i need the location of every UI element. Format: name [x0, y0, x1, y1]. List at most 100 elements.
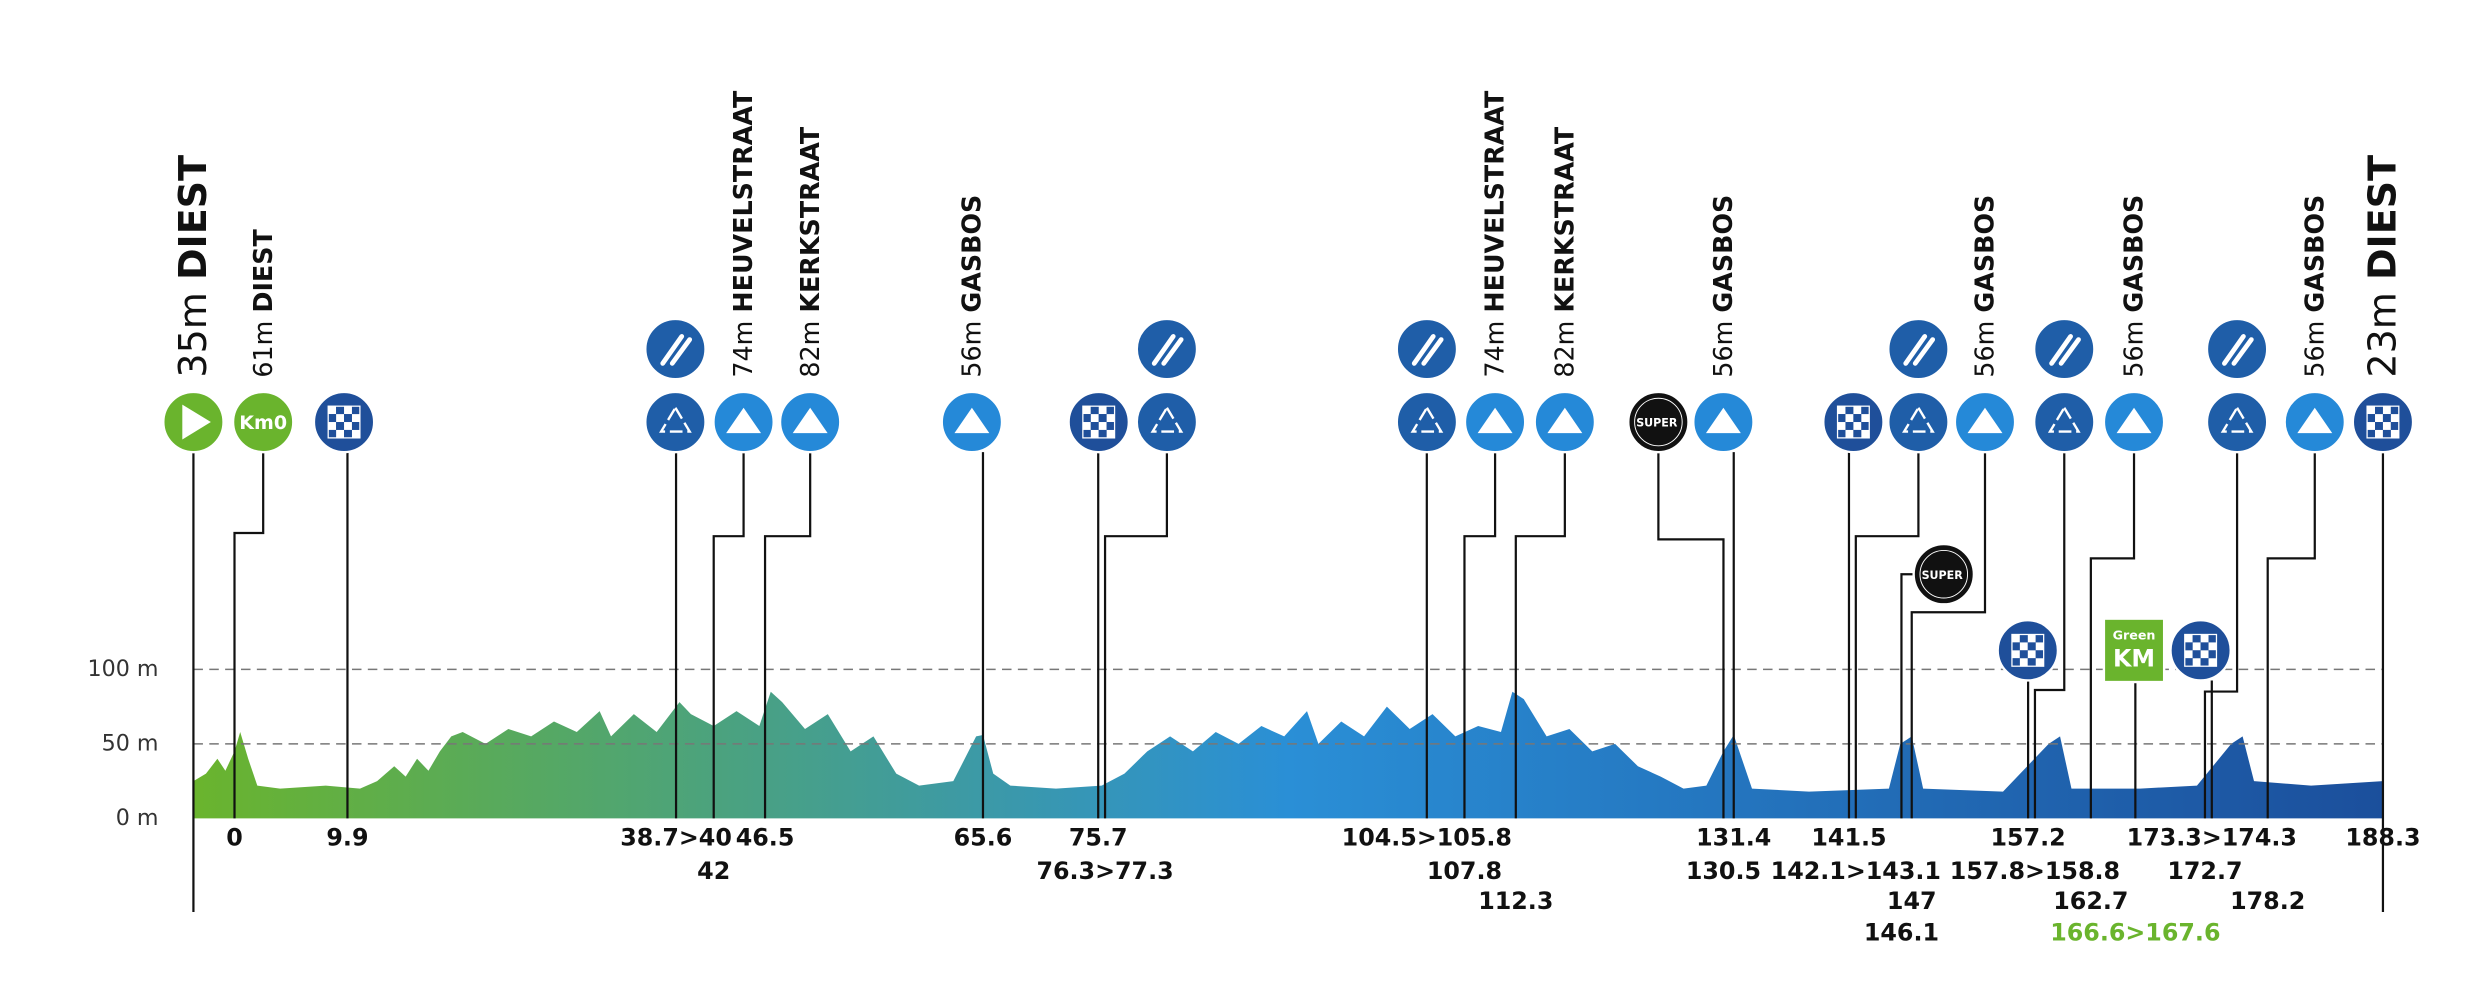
- marker-pin: [1103, 452, 1169, 819]
- icon-sprint: [2351, 390, 2415, 454]
- marker-pin: [2203, 452, 2239, 819]
- icon-feed: [644, 317, 707, 381]
- y-tick-label: 50 m: [102, 730, 159, 756]
- icon-sprint: [1067, 390, 1131, 454]
- marker-pin: [2033, 452, 2066, 819]
- icon-climb: [940, 390, 1004, 454]
- place-name: DIEST: [2360, 155, 2404, 280]
- climb-label: 56m GASBOS: [956, 195, 986, 378]
- icon-recycle: [1887, 390, 1950, 454]
- km-label: 147: [1887, 887, 1937, 915]
- icon-climb: [778, 390, 842, 454]
- marker-pin: [1657, 452, 1725, 819]
- climb-label: 82m KERKSTRAAT: [795, 126, 825, 378]
- icon-sprint: [312, 390, 376, 454]
- place-name: GASBOS: [1708, 195, 1738, 313]
- km-label: 166.6>167.6: [2050, 919, 2220, 947]
- icon-recycle: [1135, 390, 1199, 454]
- altitude: 61m: [248, 321, 278, 378]
- altitude: 82m: [795, 321, 825, 378]
- icon-climb: [1953, 390, 2017, 454]
- place-name: GASBOS: [2119, 195, 2149, 313]
- place-name: GASBOS: [956, 195, 986, 313]
- km-label: 130.5: [1686, 857, 1761, 885]
- marker-pin: [1514, 452, 1566, 819]
- icon-climb: [2283, 390, 2347, 454]
- climb-label: 56m GASBOS: [2299, 195, 2329, 378]
- icon-sprint: [1822, 390, 1885, 454]
- altitude: 82m: [1549, 321, 1579, 378]
- climb-label: 56m GASBOS: [1708, 195, 1738, 378]
- icon-sprint: [2169, 619, 2232, 682]
- elevation-area: [193, 691, 2383, 819]
- climb-label: 56m GASBOS: [1970, 195, 2000, 378]
- altitude: 74m: [728, 321, 758, 378]
- km-label: 131.4: [1696, 824, 1771, 852]
- climb-label: 82m KERKSTRAAT: [1549, 126, 1579, 378]
- altitude: 35m: [171, 292, 215, 377]
- marker-pin: [712, 452, 745, 819]
- km-label: 162.7: [2053, 887, 2128, 915]
- icon-climb: [1533, 390, 1597, 454]
- marker-pin: [1463, 452, 1497, 819]
- climb-label: 23m DIEST: [2360, 155, 2404, 378]
- icon-recycle: [2205, 390, 2269, 454]
- y-tick-label: 0 m: [116, 805, 159, 831]
- marker-pin: [1910, 452, 1987, 819]
- climb-label: 74m HEUVELSTRAAT: [728, 90, 758, 378]
- km-label: 107.8: [1427, 857, 1502, 885]
- icon-super: SUPER: [1627, 390, 1690, 454]
- km-label: 172.7: [2167, 857, 2242, 885]
- icon-feed: [1135, 317, 1199, 381]
- altitude: 56m: [956, 321, 986, 378]
- icon-super: SUPER: [1912, 542, 1976, 606]
- km-label: 178.2: [2230, 887, 2305, 915]
- icon-km0: Km0: [231, 390, 295, 454]
- icon-text: KM: [2113, 644, 2155, 672]
- place-name: HEUVELSTRAAT: [728, 90, 758, 313]
- icon-text: SUPER: [1636, 417, 1678, 430]
- km-label: 157.2: [1991, 824, 2066, 852]
- icon-recycle: [2032, 390, 2096, 454]
- km-label: 142.1>143.1: [1771, 857, 1941, 885]
- icon-climb: [712, 390, 775, 454]
- climb-label: 35m DIEST: [171, 155, 215, 378]
- marker-pin: [2089, 452, 2136, 819]
- place-name: DIEST: [171, 155, 215, 280]
- climb-label: 61m DIEST: [248, 229, 278, 378]
- km-label: 0: [226, 824, 243, 852]
- altitude: 56m: [2299, 321, 2329, 378]
- altitude: 56m: [2119, 321, 2149, 378]
- icon-sprint: [1996, 619, 2060, 682]
- y-tick-label: 100 m: [88, 656, 159, 682]
- km-label: 188.3: [2345, 824, 2420, 852]
- place-name: DIEST: [248, 229, 278, 313]
- marker-pin: [233, 452, 265, 819]
- icon-feed: [1395, 317, 1459, 381]
- place-name: GASBOS: [2299, 195, 2329, 313]
- marker-pin: [763, 452, 812, 819]
- km-label: 104.5>105.8: [1342, 824, 1512, 852]
- icon-feed: [2205, 317, 2269, 381]
- km-label: 42: [697, 857, 730, 885]
- icon-feed: [1887, 317, 1950, 381]
- altitude: 23m: [2360, 292, 2404, 377]
- km-label: 75.7: [1069, 824, 1128, 852]
- icon-climb: [1692, 390, 1755, 454]
- climb-label: 74m HEUVELSTRAAT: [1480, 90, 1510, 378]
- km-label: 146.1: [1864, 919, 1939, 947]
- climb-label: 56m GASBOS: [2119, 195, 2149, 378]
- altitude: 56m: [1708, 321, 1738, 378]
- icon-climb: [1463, 390, 1527, 454]
- marker-pin: [1854, 452, 1920, 819]
- km-label: 46.5: [736, 824, 795, 852]
- km-label: 65.6: [954, 824, 1013, 852]
- place-name: KERKSTRAAT: [1549, 126, 1579, 313]
- place-name: GASBOS: [1970, 195, 2000, 313]
- km-label: 38.7>40: [620, 824, 732, 852]
- place-name: HEUVELSTRAAT: [1480, 90, 1510, 313]
- altitude: 56m: [1970, 321, 2000, 378]
- place-name: KERKSTRAAT: [795, 126, 825, 313]
